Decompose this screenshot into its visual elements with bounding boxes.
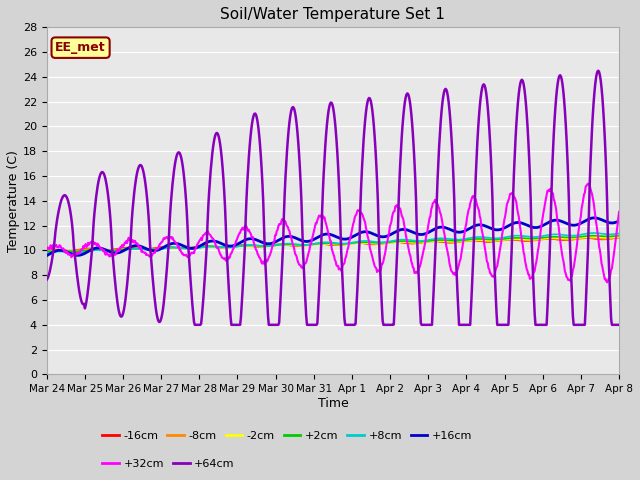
Text: EE_met: EE_met: [55, 41, 106, 54]
Legend: +32cm, +64cm: +32cm, +64cm: [98, 454, 239, 473]
Title: Soil/Water Temperature Set 1: Soil/Water Temperature Set 1: [220, 7, 445, 22]
X-axis label: Time: Time: [317, 397, 348, 410]
Y-axis label: Temperature (C): Temperature (C): [7, 150, 20, 252]
